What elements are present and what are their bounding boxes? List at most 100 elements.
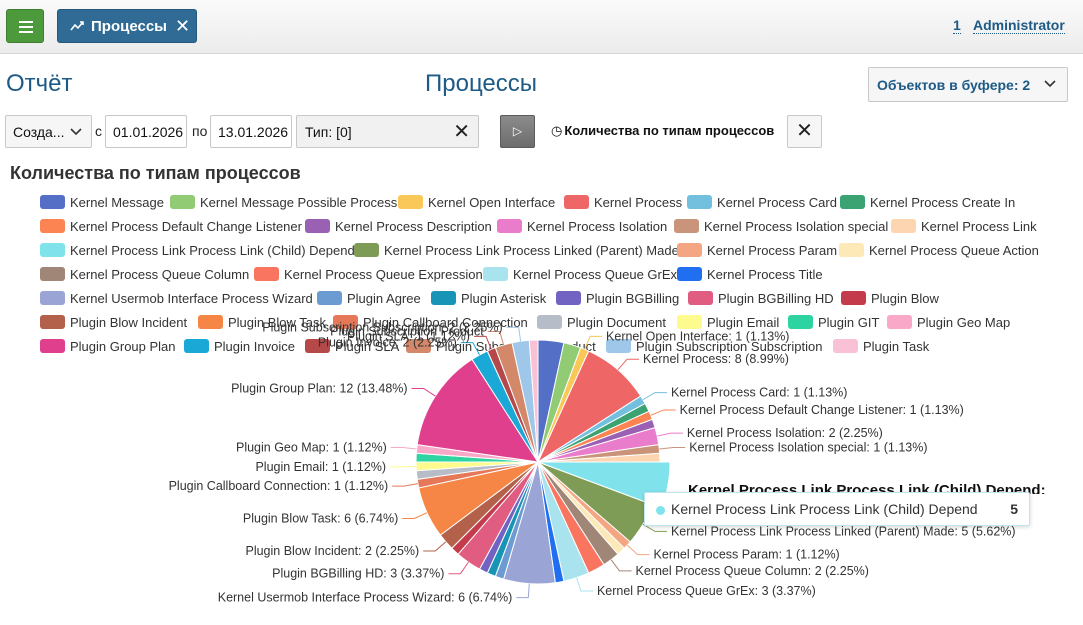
legend-item[interactable]: Plugin Blow: [841, 291, 940, 306]
legend-item[interactable]: Plugin Document: [537, 315, 666, 330]
legend-item[interactable]: Plugin Callboard Connection: [333, 315, 528, 330]
legend-item[interactable]: Kernel Process Queue GrEx: [483, 267, 678, 282]
legend-item[interactable]: Plugin Invoice: [184, 339, 295, 354]
clear-icon[interactable]: ✕: [453, 121, 470, 143]
legend-item[interactable]: Plugin BGBilling HD: [688, 291, 834, 306]
legend-item[interactable]: Kernel Process Title: [677, 267, 823, 282]
legend-label: Plugin Email: [707, 315, 779, 330]
legend-item[interactable]: Plugin Geo Map: [887, 315, 1010, 330]
user-count-link[interactable]: 1: [953, 17, 961, 34]
legend-item[interactable]: Plugin Subscription Subscription: [606, 339, 822, 354]
close-icon[interactable]: ✕: [174, 15, 191, 36]
slice-label-text: Plugin Invoice: 2 (2.25%): [318, 336, 457, 350]
slice-label: Kernel Usermob Interface Process Wizard:…: [218, 583, 530, 605]
legend-swatch: [184, 339, 209, 353]
legend-item[interactable]: Plugin Blow Incident: [40, 315, 187, 330]
legend-item[interactable]: Kernel Process Param: [677, 243, 837, 258]
leader-line: [460, 342, 480, 356]
pie-slice[interactable]: [528, 339, 539, 463]
slice-label-text: Plugin Subscription Subscription: 2 (2.2…: [262, 320, 502, 334]
type-filter-value: Тип: [0]: [305, 124, 352, 140]
hamburger-menu-button[interactable]: [6, 9, 44, 43]
leader-line: [642, 523, 667, 532]
close-report-button[interactable]: ✕: [787, 115, 822, 148]
leader-line: [584, 335, 603, 350]
legend-item[interactable]: Kernel Message: [40, 195, 164, 210]
slice-label-text: Kernel Usermob Interface Process Wizard:…: [218, 591, 513, 605]
legend-item[interactable]: Kernel Open Interface: [398, 195, 555, 210]
legend-item[interactable]: Plugin GIT: [788, 315, 879, 330]
legend-item[interactable]: Kernel Process Queue Expression: [254, 267, 483, 282]
leader-line: [659, 446, 686, 450]
legend-swatch: [170, 195, 195, 209]
leader-line: [650, 409, 676, 416]
legend-label: Plugin Document: [567, 315, 666, 330]
legend-item[interactable]: Kernel Process Link Process Linked (Pare…: [354, 243, 679, 258]
legend-label: Kernel Process Card: [717, 195, 837, 210]
date-to-input[interactable]: 13.01.2026: [210, 115, 292, 148]
legend-item[interactable]: Plugin Group Plan: [40, 339, 176, 354]
legend-item[interactable]: Kernel Process Default Change Listener: [40, 219, 303, 234]
date-to-label: по: [192, 123, 208, 139]
close-icon: ✕: [796, 120, 813, 142]
pie-slice[interactable]: [416, 358, 540, 463]
legend-swatch: [40, 315, 65, 329]
slice-label-text: Kernel Process Param: 1 (1.12%): [654, 548, 840, 562]
legend-swatch: [354, 243, 379, 257]
legend-label: Plugin Blow: [871, 291, 940, 306]
legend-item[interactable]: Plugin Blow Task: [198, 315, 327, 330]
run-report-button[interactable]: ▷: [500, 115, 535, 148]
legend-item[interactable]: Kernel Process Link Process Link (Child)…: [40, 243, 355, 258]
legend-swatch: [40, 339, 65, 353]
slice-label: Plugin Blow Incident: 2 (2.25%): [245, 541, 447, 558]
report-mode-text: Количества по типам процессов: [564, 123, 775, 138]
user-name-link[interactable]: Administrator: [973, 17, 1065, 34]
legend-item[interactable]: Plugin SLA: [305, 339, 400, 354]
leader-line: [448, 561, 469, 575]
legend-swatch: [677, 243, 702, 257]
legend-label: Plugin Task: [863, 339, 930, 354]
legend-swatch: [677, 267, 702, 281]
legend-item[interactable]: Kernel Process Description: [305, 219, 492, 234]
chevron-down-icon: [1044, 80, 1056, 88]
hamburger-icon-bar: [19, 31, 33, 33]
tab-processes[interactable]: Процессы ✕: [57, 9, 197, 43]
clock-icon: ◷: [551, 123, 563, 138]
legend-item[interactable]: Kernel Message Possible Process: [170, 195, 398, 210]
legend-label: Kernel Process Link: [921, 219, 1037, 234]
legend-item[interactable]: Kernel Process Queue Column: [40, 267, 249, 282]
legend-label: Kernel Message Possible Process: [200, 195, 398, 210]
legend-swatch: [677, 315, 702, 329]
slice-label: Kernel Open Interface: 1 (1.13%): [584, 329, 789, 350]
legend-item[interactable]: Plugin Asterisk: [431, 291, 547, 306]
legend-item[interactable]: Kernel Process Isolation: [497, 219, 667, 234]
page-title: Процессы: [425, 70, 538, 97]
legend-item[interactable]: Kernel Process Link: [891, 219, 1037, 234]
legend-item[interactable]: Kernel Process Isolation special: [674, 219, 888, 234]
slice-label: Kernel Process Param: 1 (1.12%): [626, 544, 840, 562]
date-from-input[interactable]: 01.01.2026: [105, 115, 187, 148]
chart-tooltip: Kernel Process Link Process Link (Child)…: [644, 492, 1030, 526]
slice-label: Kernel Process Default Change Listener: …: [650, 403, 964, 417]
slice-label: Plugin Subscription Subscription: 2 (2.2…: [262, 320, 522, 342]
type-filter-input[interactable]: Тип: [0] ✕: [296, 115, 479, 148]
legend-item[interactable]: Plugin Email: [677, 315, 779, 330]
legend-item[interactable]: Kernel Process: [564, 195, 683, 210]
legend-item[interactable]: Plugin BGBilling: [556, 291, 679, 306]
legend-item[interactable]: Kernel Process Card: [687, 195, 837, 210]
legend-swatch: [674, 219, 699, 233]
sort-select[interactable]: Созда...: [5, 115, 92, 148]
buffer-dropdown[interactable]: Объектов в буфере: 2: [868, 67, 1068, 102]
slice-label-text: Kernel Process Card: 1 (1.13%): [671, 386, 847, 400]
legend-item[interactable]: Kernel Process Create In: [840, 195, 1015, 210]
legend-swatch: [833, 339, 858, 353]
legend-label: Kernel Process Link Process Linked (Pare…: [384, 243, 679, 258]
slice-label: Kernel Process Queue GrEx: 3 (3.37%): [576, 577, 816, 598]
legend-item[interactable]: Plugin Agree: [317, 291, 421, 306]
legend-label: Plugin BGBilling HD: [718, 291, 834, 306]
slice-label-text: Kernel Process Queue GrEx: 3 (3.37%): [597, 584, 816, 598]
legend-item[interactable]: Plugin Task: [833, 339, 930, 354]
legend-item[interactable]: Kernel Usermob Interface Process Wizard: [40, 291, 313, 306]
legend-item[interactable]: Kernel Process Queue Action: [839, 243, 1039, 258]
